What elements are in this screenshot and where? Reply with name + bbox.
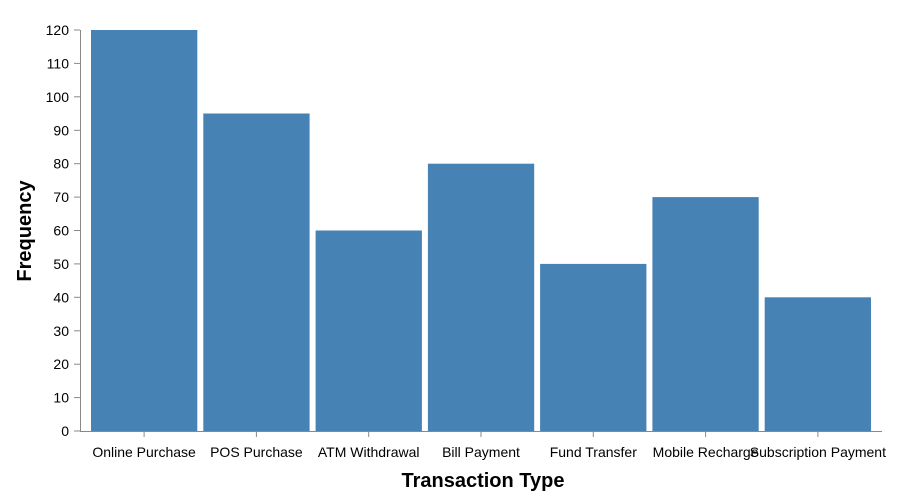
y-tick-label: 100 (46, 89, 70, 105)
y-tick-label: 40 (53, 289, 69, 305)
y-tick-label: 110 (47, 55, 70, 71)
bar-online-purchase (91, 30, 198, 431)
bar-atm-withdrawal (315, 230, 422, 431)
y-tick-label: 0 (61, 423, 69, 439)
y-tick-label: 60 (53, 223, 69, 239)
x-tick-label: POS Purchase (210, 444, 303, 460)
x-axis: Online Purchase POS Purchase ATM Withdrawa… (80, 431, 886, 460)
y-tick-label: 20 (53, 356, 69, 372)
y-axis: 0 10 20 30 40 50 60 70 80 90 100 110 120 (46, 22, 81, 439)
y-tick-label: 70 (53, 189, 69, 205)
y-tick-label: 50 (53, 256, 69, 272)
x-tick-label: Subscription Payment (750, 444, 886, 460)
bar-bill-payment (427, 163, 535, 431)
bar-mobile-recharge (652, 197, 759, 431)
bar-fund-transfer (540, 263, 647, 431)
x-tick-label: Fund Transfer (550, 444, 637, 460)
y-axis-title: Frequency (14, 180, 36, 282)
bar-pos-purchase (203, 113, 310, 431)
x-tick-label: Online Purchase (92, 444, 196, 460)
x-axis-title: Transaction Type (401, 470, 564, 492)
y-tick-label: 120 (46, 22, 70, 38)
x-tick-label: Bill Payment (442, 444, 520, 460)
y-tick-label: 30 (53, 323, 69, 339)
y-tick-label: 80 (53, 156, 69, 172)
x-tick-label: Mobile Recharge (653, 444, 759, 460)
y-tick-label: 90 (53, 122, 69, 138)
y-tick-label: 10 (53, 390, 69, 406)
bar-subscription-payment (764, 297, 871, 431)
x-tick-label: ATM Withdrawal (318, 444, 420, 460)
bars-group (91, 30, 871, 431)
